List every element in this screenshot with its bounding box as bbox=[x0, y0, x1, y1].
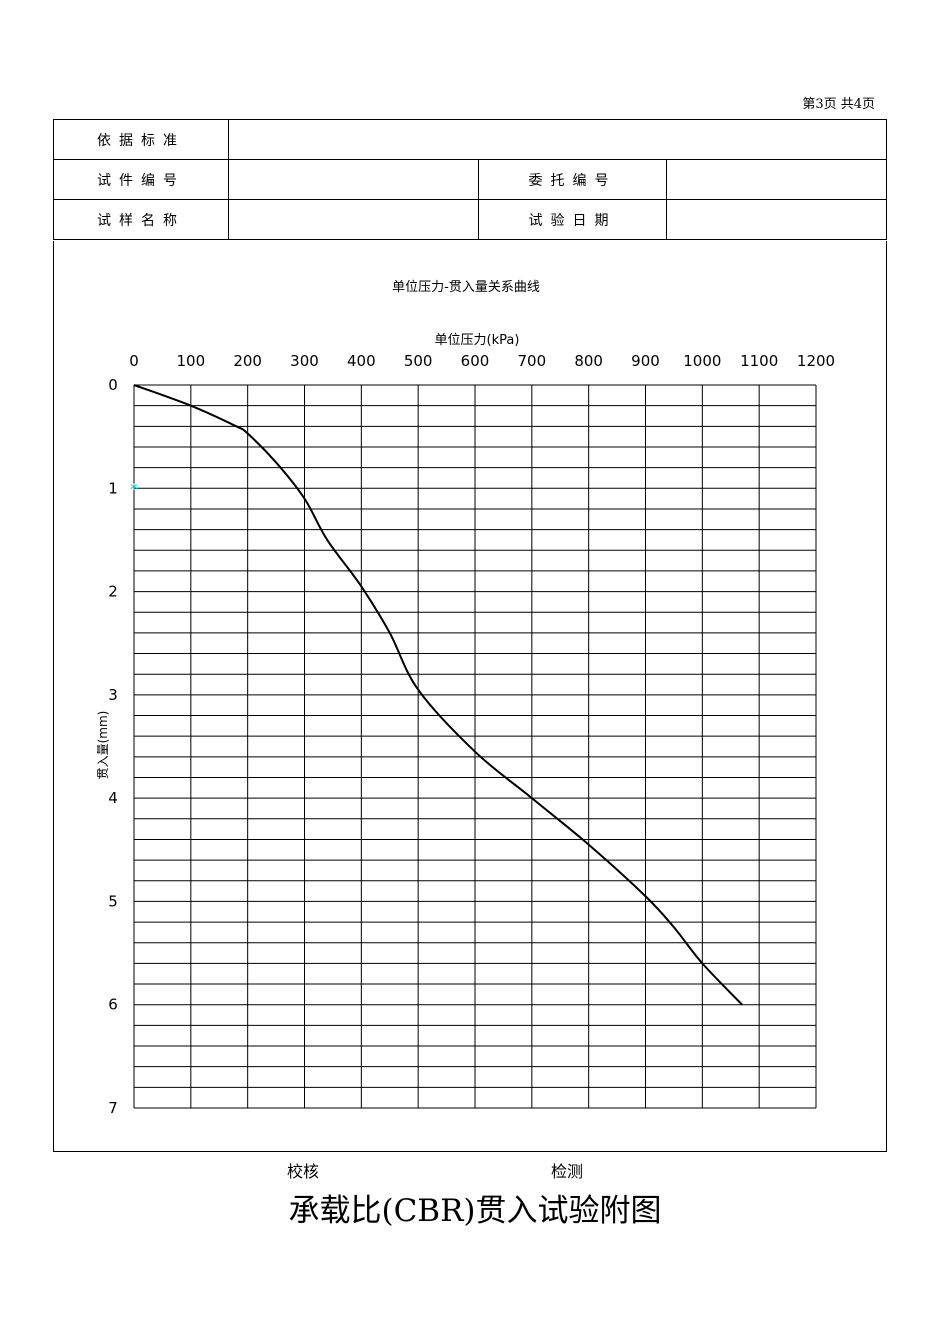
y-tick-label: 7 bbox=[108, 1099, 118, 1117]
test-date-label: 试验日期 bbox=[478, 199, 667, 240]
table-row: 试样名称 试验日期 bbox=[53, 199, 888, 240]
y-tick-label: 6 bbox=[108, 996, 118, 1014]
tester-label: 检测 bbox=[551, 1162, 584, 1181]
x-tick-label: 0 bbox=[129, 352, 139, 370]
x-tick-label: 100 bbox=[177, 352, 206, 370]
info-table: 依据标准 试件编号 委托编号 试样名称 试验日期 bbox=[53, 119, 888, 240]
y-tick-label: 3 bbox=[108, 686, 118, 704]
y-axis-label: 贯入量(mm) bbox=[96, 711, 110, 780]
x-axis-label: 单位压力(kPa) bbox=[435, 333, 520, 348]
series-line bbox=[133, 384, 743, 1006]
sample-name-label: 试样名称 bbox=[53, 199, 229, 240]
x-tick-label: 1200 bbox=[797, 352, 835, 370]
basis-standard-label: 依据标准 bbox=[53, 119, 229, 160]
page-number: 第3页 共4页 bbox=[802, 97, 875, 112]
commission-no-value[interactable] bbox=[665, 159, 888, 200]
test-date-value[interactable] bbox=[665, 199, 888, 240]
document-title: 承载比(CBR)贯入试验附图 bbox=[288, 1193, 662, 1229]
x-tick-labels: 0 100 200 300 400 500 600 700 800 900 1000 1100 1200 bbox=[129, 352, 835, 370]
sample-name-value[interactable] bbox=[228, 199, 479, 240]
x-tick-label: 800 bbox=[574, 352, 603, 370]
x-tick-label: 700 bbox=[518, 352, 547, 370]
y-tick-label: 1 bbox=[108, 479, 118, 497]
x-tick-label: 900 bbox=[631, 352, 660, 370]
x-tick-label: 300 bbox=[290, 352, 319, 370]
table-row: 依据标准 bbox=[53, 119, 888, 160]
x-tick-label: 500 bbox=[404, 352, 433, 370]
marker-point: * bbox=[130, 479, 138, 498]
x-tick-label: 600 bbox=[461, 352, 490, 370]
chart-container: 单位压力-贯入量关系曲线 单位压力(kPa) 贯入量(mm) 0 100 200 30… bbox=[53, 241, 887, 1152]
specimen-no-value[interactable] bbox=[228, 159, 479, 200]
x-tick-label: 1100 bbox=[740, 352, 778, 370]
y-tick-labels: 0 1 2 3 4 5 6 7 bbox=[108, 376, 118, 1117]
checker-label: 校核 bbox=[287, 1162, 320, 1181]
x-tick-label: 200 bbox=[233, 352, 262, 370]
x-tick-label: 400 bbox=[347, 352, 376, 370]
chart-title: 单位压力-贯入量关系曲线 bbox=[392, 280, 540, 295]
y-tick-label: 0 bbox=[108, 376, 118, 394]
x-tick-label: 1000 bbox=[683, 352, 721, 370]
y-tick-label: 5 bbox=[108, 892, 118, 910]
chart-grid bbox=[133, 384, 817, 1109]
table-row: 试件编号 委托编号 bbox=[53, 159, 888, 200]
y-tick-label: 4 bbox=[108, 789, 118, 807]
y-tick-label: 2 bbox=[108, 583, 118, 601]
